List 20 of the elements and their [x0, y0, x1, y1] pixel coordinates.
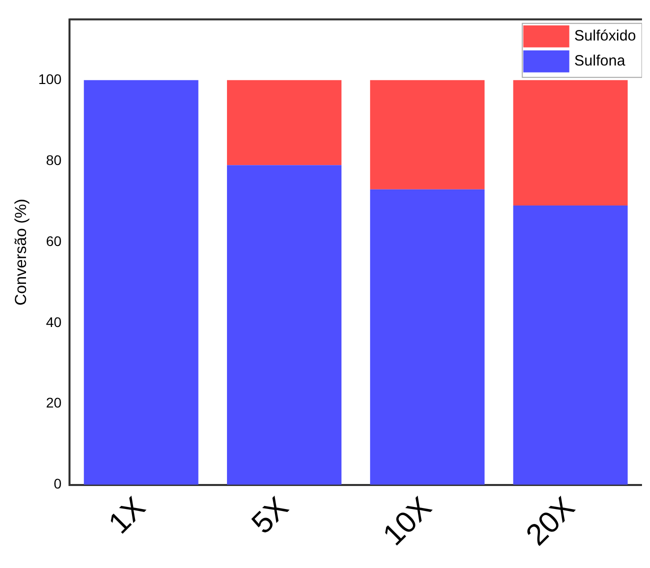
x-tick-label: 20X: [520, 490, 582, 552]
x-tick-label: 10X: [377, 490, 438, 552]
y-tick-label: 0: [54, 476, 62, 492]
y-tick-label: 60: [46, 232, 62, 249]
bar: [513, 206, 628, 485]
bar: [513, 80, 628, 206]
bar: [226, 80, 342, 166]
bar: [84, 80, 198, 485]
bar: [226, 165, 342, 485]
y-axis-title: Conversão (%): [13, 198, 30, 306]
legend-label: Sulfóxido: [574, 28, 636, 45]
x-tick-label: 5X: [246, 490, 296, 540]
bar: [370, 189, 485, 485]
legend-label: Sulfona: [574, 52, 626, 70]
bar: [370, 80, 485, 190]
y-tick-label: 80: [46, 152, 62, 168]
y-tick-label: 100: [38, 70, 62, 87]
y-tick-label: 40: [46, 314, 62, 330]
y-tick-label: 20: [46, 394, 62, 411]
x-tick-label: 1X: [102, 490, 152, 540]
